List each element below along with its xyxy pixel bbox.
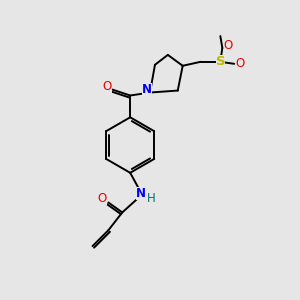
Text: O: O bbox=[98, 192, 107, 205]
Text: O: O bbox=[103, 80, 112, 93]
Text: N: N bbox=[142, 83, 152, 96]
Text: H: H bbox=[147, 192, 155, 205]
Text: S: S bbox=[215, 55, 225, 68]
Text: O: O bbox=[224, 40, 233, 52]
Text: N: N bbox=[136, 187, 146, 200]
Text: O: O bbox=[236, 57, 245, 70]
